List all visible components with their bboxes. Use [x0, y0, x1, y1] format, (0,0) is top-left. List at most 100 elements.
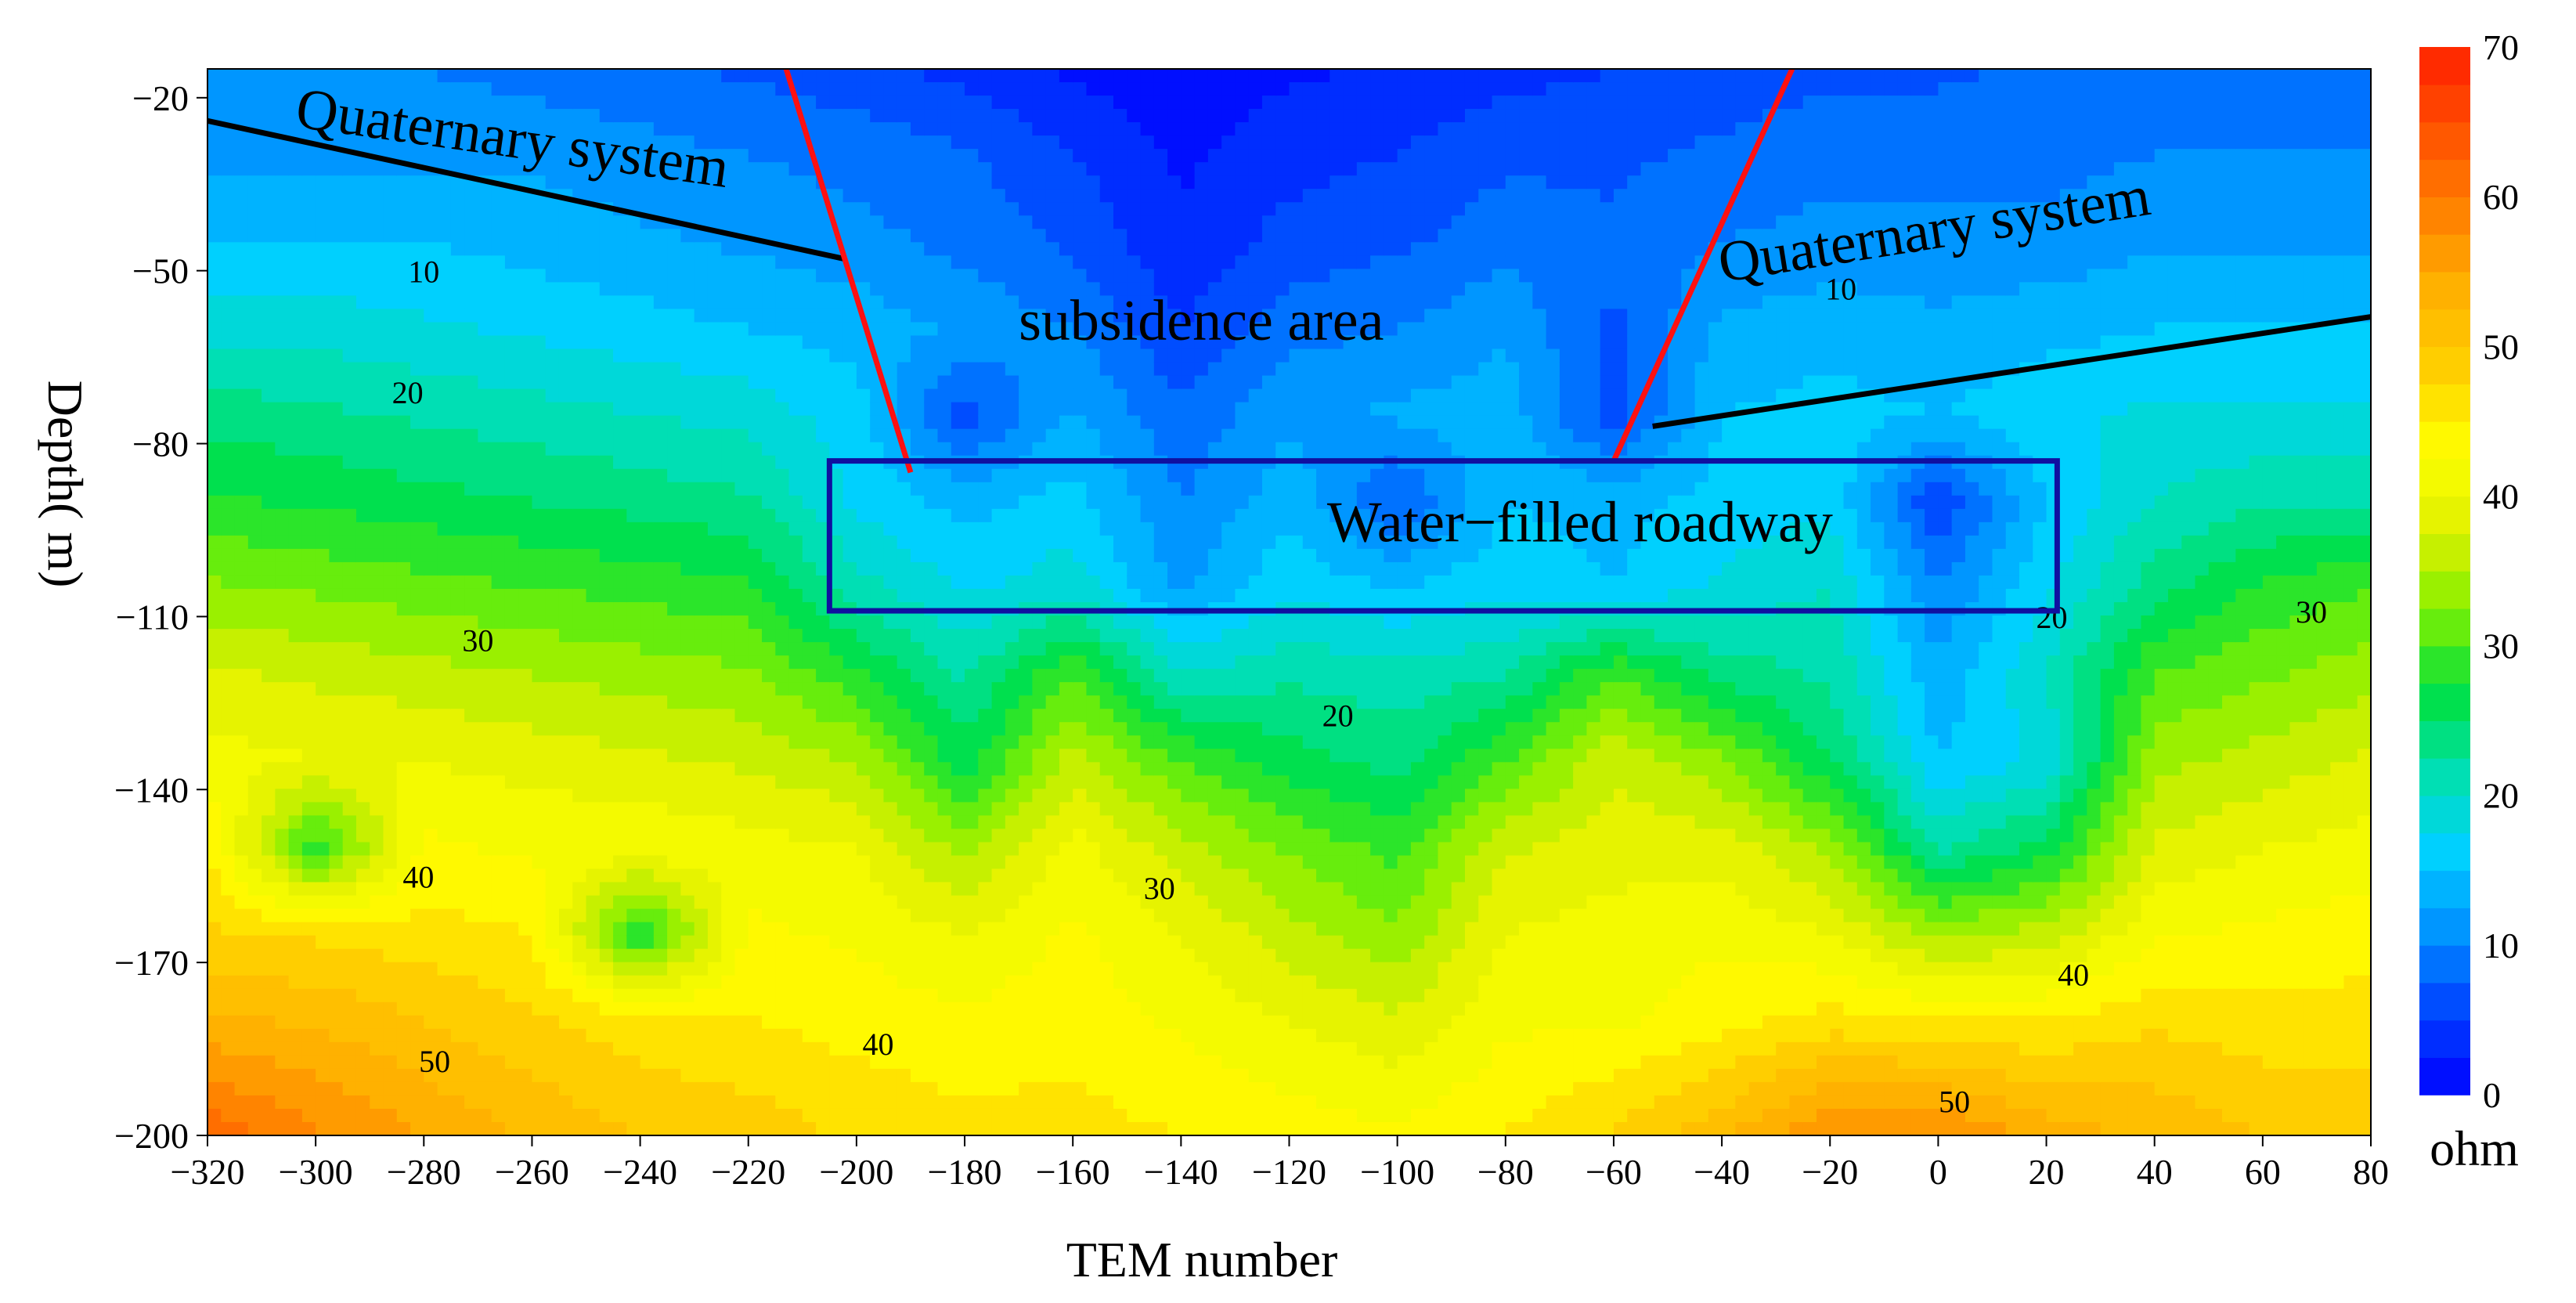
field-cell	[680, 388, 695, 403]
field-cell	[221, 69, 236, 83]
field-cell	[437, 522, 452, 536]
field-cell	[897, 362, 911, 377]
field-cell	[586, 669, 601, 683]
field-cell	[842, 935, 857, 950]
field-cell	[897, 575, 911, 590]
field-cell	[410, 722, 425, 737]
field-cell	[910, 655, 925, 670]
field-cell	[234, 749, 249, 763]
field-cell	[478, 988, 492, 1003]
field-cell	[316, 295, 330, 310]
field-cell	[396, 149, 411, 163]
field-cell	[464, 588, 479, 603]
field-cell	[262, 322, 276, 337]
field-cell	[586, 629, 601, 643]
field-cell	[207, 69, 222, 83]
field-cell	[694, 669, 709, 683]
field-cell	[558, 468, 574, 483]
field-cell	[383, 1055, 398, 1070]
field-cell	[626, 335, 641, 350]
field-cell	[1019, 415, 1034, 430]
field-cell	[870, 908, 885, 923]
field-cell	[965, 388, 980, 403]
field-cell	[316, 1095, 330, 1110]
field-cell	[558, 295, 574, 310]
field-cell	[788, 428, 803, 443]
field-cell	[640, 602, 655, 616]
field-cell	[991, 988, 1006, 1003]
field-cell	[424, 455, 438, 470]
field-cell	[626, 375, 641, 390]
field-cell	[424, 468, 438, 483]
field-cell	[937, 1108, 952, 1123]
field-cell	[762, 322, 777, 337]
field-cell	[464, 309, 479, 323]
field-cell	[275, 428, 290, 443]
field-cell	[775, 588, 790, 603]
field-cell	[937, 682, 952, 696]
field-cell	[545, 895, 560, 910]
field-cell	[545, 588, 560, 603]
field-cell	[437, 962, 452, 976]
field-cell	[842, 749, 857, 763]
field-cell	[288, 775, 303, 790]
field-cell	[870, 802, 885, 817]
field-cell	[370, 295, 384, 310]
field-cell	[275, 1081, 290, 1096]
field-cell	[518, 1108, 533, 1123]
field-cell	[424, 895, 438, 910]
field-cell	[504, 988, 519, 1003]
field-cell	[640, 1002, 655, 1016]
field-cell	[802, 442, 817, 457]
field-cell	[329, 309, 344, 323]
field-cell	[965, 348, 980, 363]
field-cell	[491, 988, 506, 1003]
field-cell	[599, 762, 614, 777]
field-cell	[626, 495, 641, 510]
field-cell	[937, 96, 952, 110]
field-cell	[829, 802, 844, 817]
field-cell	[856, 709, 871, 724]
field-cell	[1032, 1068, 1047, 1083]
field-cell	[329, 895, 344, 910]
field-cell	[599, 828, 614, 843]
field-cell	[707, 842, 723, 857]
field-cell	[437, 388, 452, 403]
field-cell	[924, 975, 939, 990]
field-cell	[937, 1081, 952, 1096]
field-cell	[883, 135, 898, 150]
field-cell	[951, 295, 965, 310]
field-cell	[829, 82, 844, 96]
field-cell	[396, 642, 411, 656]
field-cell	[1019, 122, 1034, 136]
field-cell	[802, 855, 817, 870]
field-cell	[329, 735, 344, 750]
field-cell	[262, 1015, 276, 1030]
field-cell	[572, 455, 587, 470]
field-cell	[301, 202, 316, 217]
field-cell	[301, 1015, 316, 1030]
field-cell	[355, 495, 371, 510]
field-cell	[897, 1028, 911, 1043]
field-cell	[775, 655, 790, 670]
field-cell	[316, 109, 330, 123]
field-cell	[545, 682, 560, 696]
field-cell	[653, 842, 668, 857]
field-cell	[383, 189, 398, 204]
field-cell	[680, 255, 695, 270]
field-cell	[626, 682, 641, 696]
field-cell	[897, 335, 911, 350]
field-cell	[342, 629, 357, 643]
field-cell	[1019, 96, 1034, 110]
field-cell	[788, 802, 803, 817]
field-cell	[450, 749, 465, 763]
field-cell	[856, 842, 871, 857]
field-cell	[856, 402, 871, 417]
field-cell	[1032, 935, 1047, 950]
field-cell	[788, 402, 803, 417]
field-cell	[234, 695, 249, 709]
field-cell	[694, 868, 709, 883]
field-cell	[478, 709, 492, 724]
field-cell	[734, 495, 749, 510]
field-cell	[207, 988, 222, 1003]
